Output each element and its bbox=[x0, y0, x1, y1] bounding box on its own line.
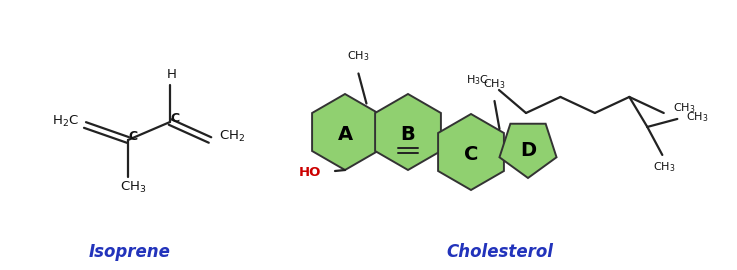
Polygon shape bbox=[438, 114, 504, 190]
Text: A: A bbox=[338, 124, 352, 143]
Text: $\mathregular{CH_3}$: $\mathregular{CH_3}$ bbox=[673, 101, 695, 115]
Text: HO: HO bbox=[298, 166, 321, 178]
Text: Cholesterol: Cholesterol bbox=[447, 243, 553, 261]
Text: C: C bbox=[128, 130, 138, 143]
Text: $\mathregular{CH_2}$: $\mathregular{CH_2}$ bbox=[219, 129, 245, 144]
Polygon shape bbox=[500, 124, 556, 178]
Polygon shape bbox=[312, 94, 378, 170]
Text: B: B bbox=[401, 124, 416, 143]
Text: $\mathregular{H_2C}$: $\mathregular{H_2C}$ bbox=[52, 113, 78, 129]
Text: $\mathregular{H_3C}$: $\mathregular{H_3C}$ bbox=[466, 73, 489, 87]
Text: Isoprene: Isoprene bbox=[89, 243, 171, 261]
Text: $\mathregular{CH_3}$: $\mathregular{CH_3}$ bbox=[120, 180, 146, 195]
Text: $\mathregular{CH_3}$: $\mathregular{CH_3}$ bbox=[686, 110, 708, 124]
Text: $\mathregular{CH_3}$: $\mathregular{CH_3}$ bbox=[347, 50, 370, 63]
Text: $\mathregular{CH_3}$: $\mathregular{CH_3}$ bbox=[483, 77, 506, 91]
Text: H: H bbox=[167, 69, 177, 82]
Text: D: D bbox=[520, 140, 536, 160]
Text: $\mathregular{CH_3}$: $\mathregular{CH_3}$ bbox=[653, 160, 676, 174]
Text: C: C bbox=[464, 144, 478, 164]
Polygon shape bbox=[375, 94, 441, 170]
Text: C: C bbox=[170, 113, 180, 126]
